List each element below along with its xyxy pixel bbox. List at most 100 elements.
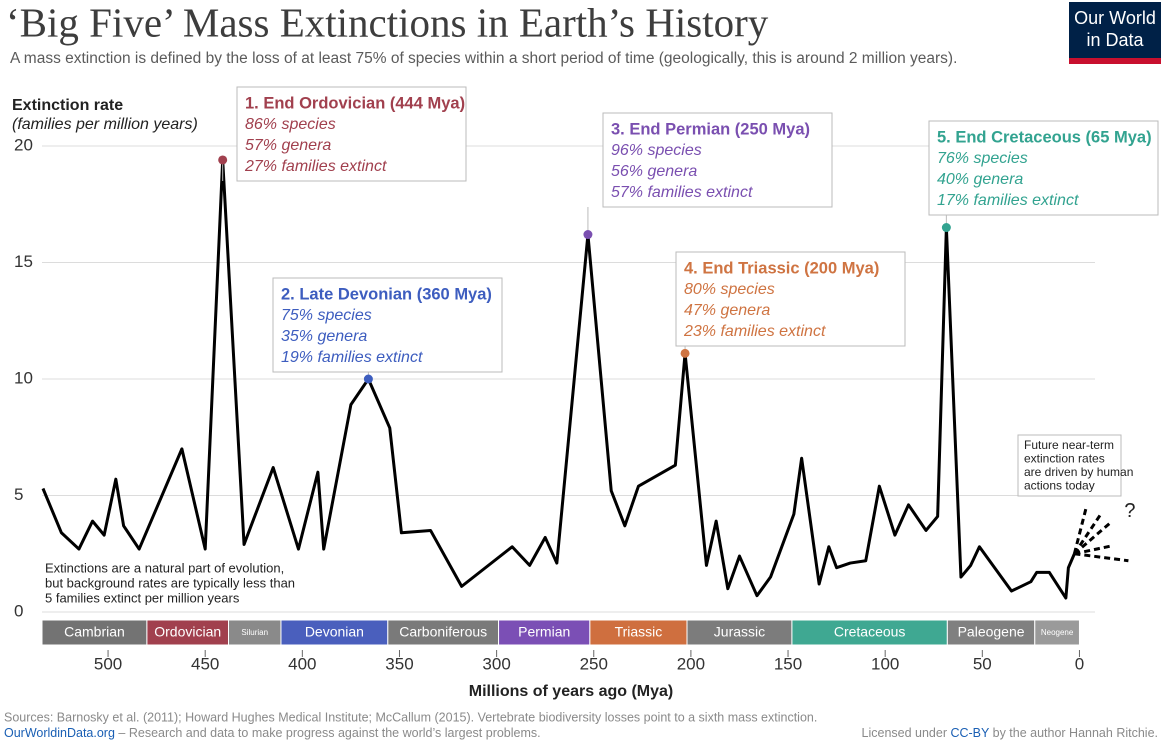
note-line: Extinctions are a natural part of evolut…: [45, 560, 284, 575]
x-tick-label: 250: [580, 654, 608, 673]
note-line: extinction rates: [1024, 452, 1105, 466]
event-annotation: 4. End Triassic (200 Mya) 80% species 47% …: [675, 251, 906, 354]
x-tick-label: 50: [973, 654, 992, 673]
x-axis-title: Millions of years ago (Mya): [469, 683, 673, 700]
period-band: [146, 619, 230, 646]
logo-box: [1069, 2, 1161, 64]
period-band: [946, 619, 1036, 646]
footer-text: – Research and data to make progress aga…: [115, 726, 541, 740]
footer: OurWorldinData.org – Research and data t…: [4, 726, 541, 740]
y-tick-label: 10: [14, 368, 33, 387]
event-annotation: 5. End Cretaceous (65 Mya) 76% species 40%…: [928, 120, 1159, 228]
annotation-line: 86% species: [245, 116, 336, 133]
future-fan: [1073, 521, 1112, 555]
x-tick-label: 350: [385, 654, 413, 673]
annotation-box: [928, 120, 1159, 216]
period-band: [228, 619, 282, 646]
event-marker: [680, 348, 690, 358]
future-fan: [1072, 506, 1088, 555]
annotation-line: 40% genera: [937, 171, 1023, 188]
period-label: Neogene: [1041, 628, 1074, 637]
annotation-line: 75% species: [281, 307, 372, 324]
period-label: Jurassic: [714, 624, 765, 640]
event-annotation: 3. End Permian (250 Mya) 96% species 56% g…: [587, 112, 833, 235]
x-tick-label: 400: [288, 654, 316, 673]
y-tick-label: 5: [14, 485, 23, 504]
annotation-line: 23% families extinct: [683, 323, 826, 340]
license-link[interactable]: CC-BY: [950, 726, 990, 740]
chart-subtitle: A mass extinction is defined by the loss…: [10, 50, 957, 67]
future-fan: [1073, 513, 1102, 555]
annotation-line: 57% genera: [245, 137, 331, 154]
note-line: are driven by human: [1024, 465, 1133, 479]
future-fan: [1074, 544, 1113, 556]
y-axis-subtitle: (families per million years): [12, 116, 198, 133]
event-marker: [583, 230, 593, 240]
logo-text: in Data: [1086, 30, 1144, 50]
period-band: [41, 619, 148, 646]
annotation-box: [602, 112, 833, 208]
annotation-title: 4. End Triassic (200 Mya): [684, 259, 879, 277]
logo-text: Our World: [1074, 8, 1156, 28]
license-text: by the author Hannah Ritchie.: [989, 726, 1158, 740]
y-tick-label: 15: [14, 252, 33, 271]
period-label: Silurian: [241, 628, 268, 637]
annotation-line: 47% genera: [684, 302, 770, 319]
annotation-line: 17% families extinct: [937, 192, 1079, 209]
period-band: [387, 619, 500, 646]
x-tick-label: 150: [774, 654, 802, 673]
annotation-box: [675, 251, 906, 347]
annotation-box: [272, 277, 503, 373]
period-label: Carboniferous: [399, 624, 487, 640]
period-label: Cambrian: [64, 624, 125, 640]
x-tick-label: 300: [482, 654, 510, 673]
annotation-title: 2. Late Devonian (360 Mya): [281, 285, 492, 303]
annotation-line: 27% families extinct: [244, 158, 387, 175]
period-label: Cretaceous: [834, 624, 906, 640]
period-label: Permian: [518, 624, 570, 640]
annotation-line: 57% families extinct: [611, 184, 753, 201]
x-tick-label: 100: [871, 654, 899, 673]
period-label: Devonian: [305, 624, 364, 640]
event-marker: [363, 374, 373, 384]
annotation-title: 1. End Ordovician (444 Mya): [245, 94, 465, 112]
note-box: [1017, 434, 1122, 497]
x-tick-label: 0: [1075, 654, 1084, 673]
period-band: [280, 619, 389, 646]
annotation-line: 19% families extinct: [281, 349, 423, 366]
annotation-line: 76% species: [937, 150, 1028, 167]
y-tick-label: 20: [14, 135, 33, 154]
note-line: Future near-term: [1024, 438, 1114, 452]
period-label: Paleogene: [958, 624, 1025, 640]
footer-link[interactable]: OurWorldinData.org: [4, 726, 115, 740]
period-band: [498, 619, 591, 646]
event-marker: [218, 155, 228, 165]
period-band: [791, 619, 948, 646]
license: Licensed under CC-BY by the author Hanna…: [862, 726, 1158, 740]
period-band: [589, 619, 688, 646]
x-tick-label: 500: [94, 654, 122, 673]
note-line: but background rates are typically less …: [45, 575, 295, 590]
x-tick-label: 200: [677, 654, 705, 673]
x-tick-label: 450: [191, 654, 219, 673]
future-mark: ?: [1124, 500, 1135, 522]
y-tick-label: 0: [14, 601, 23, 620]
logo-bar: [1069, 58, 1161, 64]
annotation-line: 80% species: [684, 281, 775, 298]
future-fan: [1074, 552, 1129, 563]
note-line: actions today: [1024, 479, 1095, 493]
license-text: Licensed under: [862, 726, 951, 740]
note-line: 5 families extinct per million years: [45, 590, 240, 605]
annotation-line: 96% species: [611, 142, 702, 159]
period-label: Triassic: [615, 624, 663, 640]
annotation-title: 5. End Cretaceous (65 Mya): [937, 128, 1152, 146]
logo[interactable]: Our World in Data: [1069, 2, 1161, 64]
annotation-line: 35% genera: [281, 328, 367, 345]
period-band: [1034, 619, 1080, 646]
sources: Sources: Barnosky et al. (2011); Howard …: [4, 710, 817, 724]
period-label: Ordovician: [154, 624, 221, 640]
annotation-line: 56% genera: [611, 163, 697, 180]
event-annotation: 1. End Ordovician (444 Mya) 86% species 57…: [222, 86, 467, 182]
